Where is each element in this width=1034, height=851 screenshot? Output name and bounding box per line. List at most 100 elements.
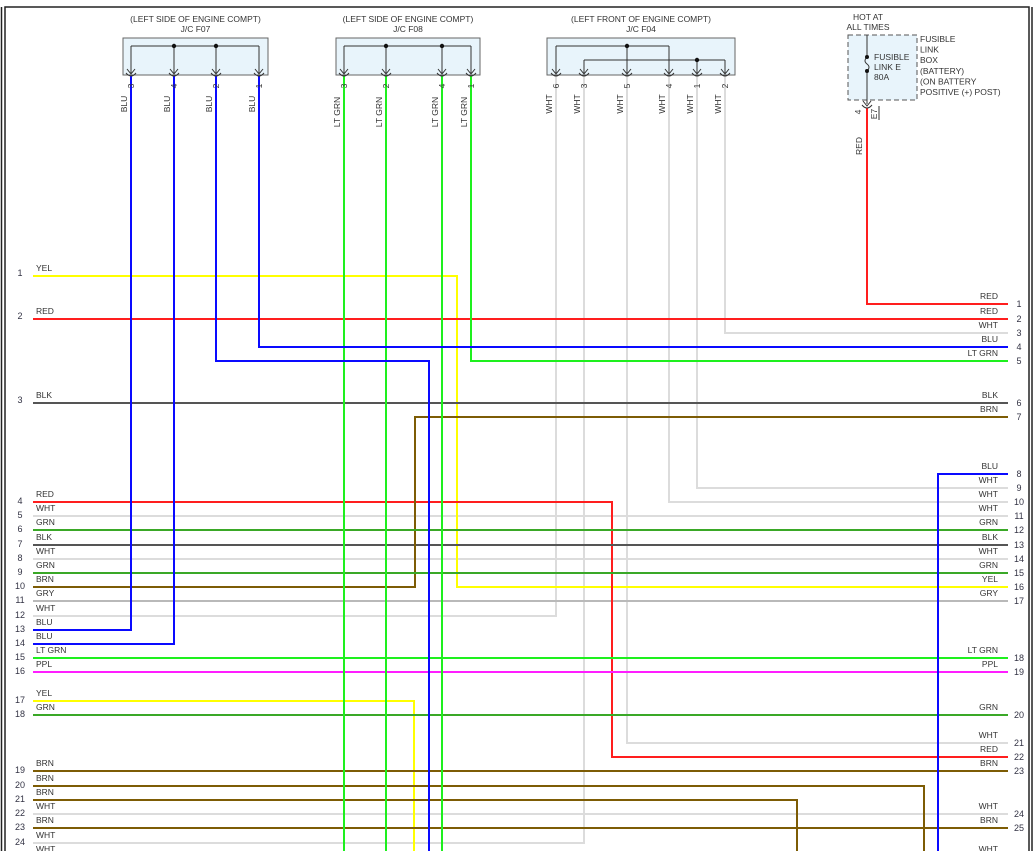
wire-color-label: LT GRN	[374, 97, 384, 127]
pin-terminal-icon	[691, 68, 703, 77]
wire-blu	[33, 76, 132, 631]
wire-color-label: LT GRN	[459, 97, 469, 127]
wire-color-label: BLU	[119, 96, 129, 113]
pin-terminal-icon	[465, 68, 477, 77]
right-wire-label: RED	[980, 306, 998, 316]
wire-wht	[33, 76, 557, 617]
right-row-number: 2	[1016, 314, 1021, 324]
left-wire-label: GRN	[36, 702, 55, 712]
left-wire-label: WHT	[36, 503, 55, 513]
pin-number: 1	[466, 83, 476, 88]
wire-red	[866, 108, 1008, 305]
wire-wht	[626, 76, 1008, 744]
fuse-box-label: BOX	[920, 55, 938, 65]
wire-yel	[33, 700, 415, 851]
right-wire-label: WHT	[979, 503, 998, 513]
pin-number: 1	[254, 83, 264, 88]
right-row-number: 13	[1014, 540, 1024, 550]
right-row-number: 21	[1014, 738, 1024, 748]
right-wire-label: WHT	[979, 730, 998, 740]
pin-terminal-icon	[621, 68, 633, 77]
splice-dot	[171, 43, 177, 49]
right-wire-label: RED	[980, 744, 998, 754]
right-wire-label: LT GRN	[968, 348, 998, 358]
connector-name: J/C F04	[626, 24, 656, 34]
left-wire-label: WHT	[36, 844, 55, 851]
splice-dot	[213, 43, 219, 49]
left-wire-label: BLU	[36, 617, 53, 627]
right-row-number: 3	[1016, 328, 1021, 338]
left-wire-label: WHT	[36, 830, 55, 840]
wire-color-label: BLU	[247, 96, 257, 113]
pin-number: 1	[692, 83, 702, 88]
right-wire-label: GRY	[980, 588, 999, 598]
fuse-label: 80A	[874, 72, 889, 82]
junction-connector-jcf07: (LEFT SIDE OF ENGINE COMPT)J/C F07 3 BLU 4 B…	[119, 14, 269, 113]
right-wire-label: BLU	[981, 461, 998, 471]
right-row-number: 19	[1014, 667, 1024, 677]
left-row-number: 23	[15, 822, 25, 832]
left-wire-label: BRN	[36, 574, 54, 584]
left-wire-label: GRY	[36, 588, 55, 598]
left-row-number: 20	[15, 780, 25, 790]
pin-number: 2	[211, 83, 221, 88]
fuse-box-label: LINK	[920, 45, 939, 55]
wire-brn	[33, 799, 798, 851]
left-wire-label: LT GRN	[36, 645, 66, 655]
fuse-box-label: (ON BATTERY	[920, 76, 977, 86]
pin-number: 5	[622, 83, 632, 88]
left-wire-label: BLK	[36, 390, 52, 400]
right-row-number: 17	[1014, 596, 1024, 606]
connector-location: (LEFT FRONT OF ENGINE COMPT)	[571, 14, 711, 24]
left-row-number: 15	[15, 652, 25, 662]
pin-terminal-icon	[380, 68, 392, 77]
right-row-number: 22	[1014, 752, 1024, 762]
fuse-label: LINK E	[874, 62, 901, 72]
right-row-number: 23	[1014, 766, 1024, 776]
fuse-icon	[864, 56, 870, 72]
connector-location: (LEFT SIDE OF ENGINE COMPT)	[130, 14, 261, 24]
wire-blu	[937, 473, 1008, 851]
right-wire-label: WHT	[979, 801, 998, 811]
wire-yel	[33, 275, 1008, 588]
connector-body	[546, 37, 736, 76]
left-wire-label: BRN	[36, 773, 54, 783]
wire-red	[33, 501, 1008, 758]
fuse-box-outline	[847, 34, 918, 101]
fuse-box-label: FUSIBLE	[920, 34, 956, 44]
left-wire-label: WHT	[36, 603, 55, 613]
splice-dot	[383, 43, 389, 49]
connector-body	[335, 37, 481, 76]
splice-dot	[624, 43, 630, 49]
right-row-number: 25	[1014, 823, 1024, 833]
left-row-number: 1	[17, 268, 22, 278]
left-wire-label: BRN	[36, 787, 54, 797]
pin-number: 3	[339, 83, 349, 88]
left-wire-label: YEL	[36, 263, 52, 273]
pin-terminal-icon	[719, 68, 731, 77]
right-wire-label: BLU	[981, 334, 998, 344]
pin-terminal-icon	[550, 68, 562, 77]
wire-brn	[33, 416, 1008, 588]
right-wire-label: GRN	[979, 702, 998, 712]
left-row-number: 10	[15, 581, 25, 591]
right-wire-label: BLK	[982, 532, 998, 542]
right-wire-label: WHT	[979, 489, 998, 499]
left-wire-label: RED	[36, 489, 54, 499]
left-row-number: 7	[17, 539, 22, 549]
connector-name: J/C F08	[393, 24, 423, 34]
left-wire-label: BRN	[36, 758, 54, 768]
right-row-number: 15	[1014, 568, 1024, 578]
left-wire-label: WHT	[36, 801, 55, 811]
frame-border	[4, 6, 1030, 851]
wire-color-label: WHT	[572, 94, 582, 113]
pin-terminal-icon	[663, 68, 675, 77]
pin-number: 3	[126, 83, 136, 88]
left-wire-label: BLU	[36, 631, 53, 641]
junction-connector-jcf04: (LEFT FRONT OF ENGINE COMPT)J/C F04 6 WHT 3…	[544, 14, 736, 114]
right-row-number: 1	[1016, 299, 1021, 309]
wire-wht	[696, 76, 1008, 489]
wire-color-label: WHT	[657, 94, 667, 113]
